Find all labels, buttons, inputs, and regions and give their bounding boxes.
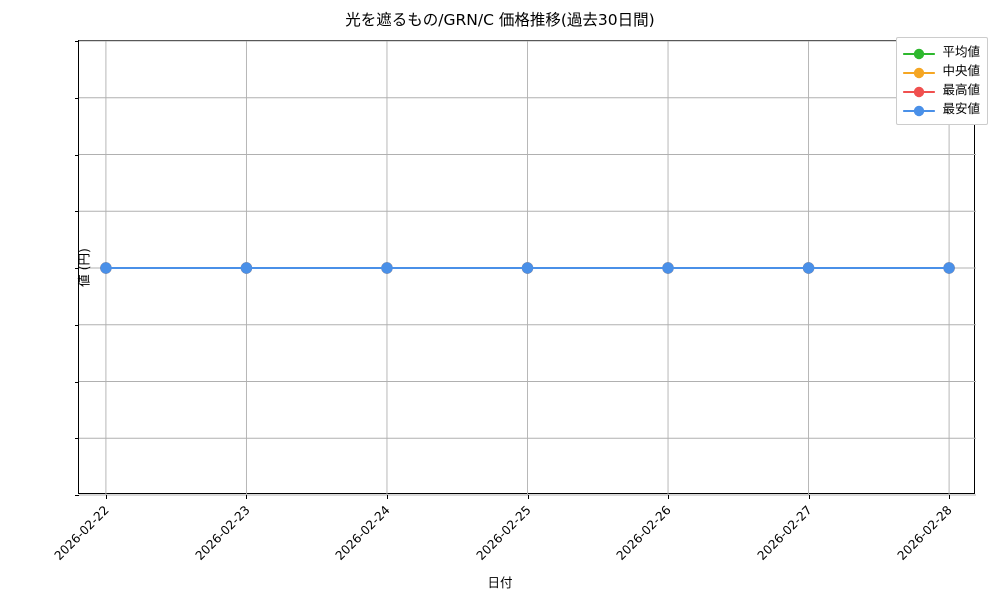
legend-label: 最高値 (942, 82, 980, 98)
legend-marker-icon (903, 84, 936, 98)
x-tick-label: 2026-02-26 (613, 503, 674, 563)
chart-title: 光を遮るもの/GRN/C 価格推移(過去30日間) (345, 11, 655, 29)
data-series-layer (100, 262, 955, 274)
legend-label: 最安値 (942, 101, 980, 117)
data-point-marker (943, 262, 955, 274)
legend-item[interactable]: 最安値 (903, 100, 980, 119)
x-tick-label: 2026-02-27 (754, 503, 815, 563)
data-point-marker (802, 262, 815, 274)
series-最安値 (100, 262, 955, 274)
x-tick-label: 2026-02-22 (51, 503, 112, 563)
legend-marker-icon (903, 46, 936, 60)
legend-item[interactable]: 最高値 (903, 81, 980, 100)
data-point-marker (100, 262, 112, 274)
legend-item[interactable]: 平均値 (903, 43, 980, 62)
x-tick-mark (105, 495, 107, 499)
data-point-marker (662, 262, 674, 274)
legend-label: 中央値 (942, 63, 980, 79)
legend-marker-icon (903, 103, 936, 117)
plot-area: 値 (円) 350355360365370375380385390 2026-0… (52, 40, 976, 563)
y-tick-mark (75, 438, 79, 440)
legend-label: 平均値 (942, 44, 980, 60)
data-point-marker (521, 262, 534, 274)
x-tick-mark (808, 495, 810, 499)
x-tick-mark (246, 495, 248, 499)
x-tick-label: 2026-02-28 (894, 503, 955, 563)
y-tick-mark (75, 381, 79, 383)
data-point-marker (240, 262, 253, 274)
chart-legend: 平均値中央値最高値最安値 (896, 37, 988, 125)
x-tick-mark (949, 495, 951, 499)
x-tick-mark (527, 495, 529, 499)
y-tick-mark (75, 154, 79, 156)
x-tick-label: 2026-02-23 (192, 503, 253, 563)
x-tick-label: 2026-02-25 (473, 503, 534, 563)
legend-item[interactable]: 中央値 (903, 62, 980, 81)
x-tick-mark (386, 495, 388, 499)
y-tick-mark (75, 41, 79, 42)
x-axis-label: 日付 (487, 575, 513, 590)
y-tick-mark (75, 324, 79, 326)
y-tick-mark (75, 97, 79, 99)
legend-marker-icon (903, 65, 936, 79)
y-tick-mark (75, 268, 79, 269)
y-tick-mark (75, 211, 79, 213)
data-point-marker (381, 262, 393, 274)
x-tick-mark (668, 495, 670, 499)
y-tick-mark (75, 495, 79, 496)
x-tick-label: 2026-02-24 (332, 503, 393, 563)
